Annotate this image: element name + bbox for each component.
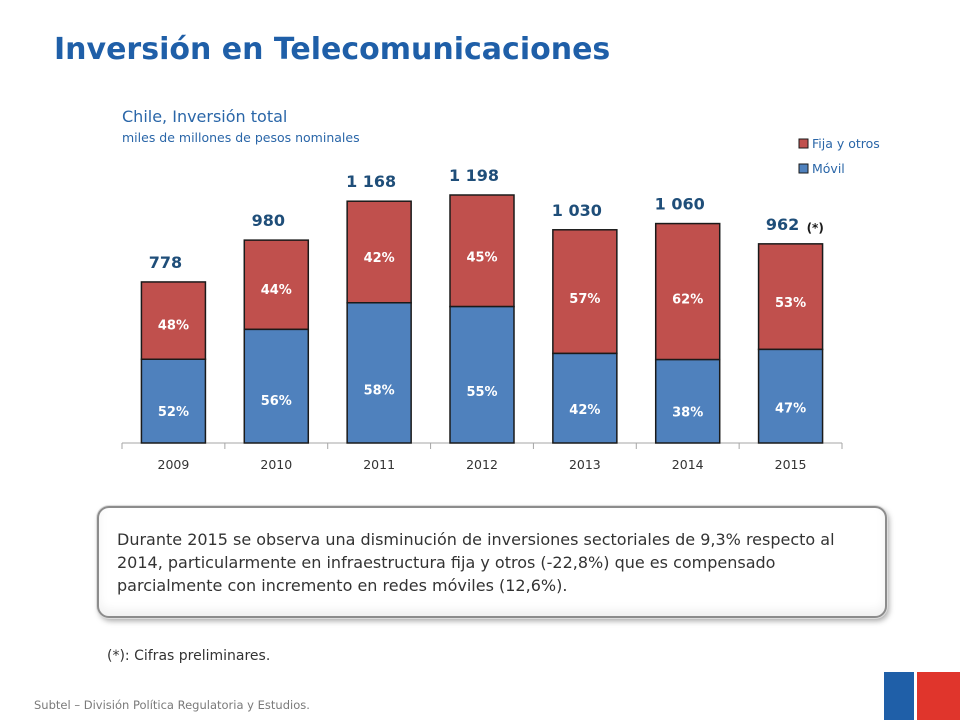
total-label-2012: 1 198 — [449, 166, 499, 185]
label-movil-2012: 55% — [466, 385, 497, 400]
total-label-2013: 1 030 — [552, 201, 602, 220]
label-fija-2009: 48% — [158, 318, 189, 333]
bar-fija-2009 — [140, 281, 207, 361]
flag-blue-stripe — [884, 672, 914, 720]
total-annotation: (*) — [807, 221, 824, 235]
bar-fija-2013 — [552, 229, 618, 355]
slide-title: Inversión en Telecomunicaciones — [54, 32, 611, 67]
x-tick-label-2015: 2015 — [775, 457, 807, 472]
bar-fija-2015 — [757, 243, 824, 351]
bar-movil-2014 — [654, 358, 721, 444]
x-tick-label-2009: 2009 — [158, 457, 190, 472]
label-movil-2015: 47% — [775, 401, 806, 416]
bar-movil-2012 — [449, 305, 515, 444]
label-movil-2009: 52% — [158, 405, 189, 420]
bar-movil-2009 — [140, 358, 207, 444]
chart-title: Chile, Inversión total — [122, 107, 288, 126]
bar-movil-2010 — [243, 328, 310, 444]
label-movil-2014: 38% — [672, 405, 703, 420]
total-label-2009: 778 — [149, 253, 182, 272]
bar-movil-2013 — [552, 352, 618, 444]
label-fija-2014: 62% — [672, 292, 703, 307]
x-tick-label-2011: 2011 — [363, 457, 395, 472]
label-movil-2010: 56% — [261, 394, 292, 409]
bar-movil-2015 — [757, 348, 824, 444]
label-fija-2010: 44% — [261, 283, 292, 298]
legend-label-fija: Fija y otros — [812, 136, 880, 151]
flag-red-stripe — [917, 672, 960, 720]
legend-swatch-movil — [798, 163, 809, 174]
investment-chart: 48% 52% 778 2009 44% 56% 980 2010 42% 58% 1 168 201… — [121, 136, 880, 472]
total-label-2011: 1 168 — [346, 172, 396, 191]
label-fija-2012: 45% — [466, 250, 497, 265]
total-label-2014: 1 060 — [655, 195, 705, 214]
label-movil-2011: 58% — [364, 384, 395, 399]
total-label-2010: 980 — [252, 211, 285, 230]
label-fija-2013: 57% — [569, 292, 600, 307]
summary-box: Durante 2015 se observa una disminución … — [97, 506, 887, 618]
source-text: Subtel – División Política Regulatoria y… — [34, 698, 310, 712]
x-tick-label-2014: 2014 — [672, 457, 704, 472]
x-tick-label-2012: 2012 — [466, 457, 498, 472]
chart-subtitle: miles de millones de pesos nominales — [122, 130, 360, 145]
legend-label-movil: Móvil — [812, 161, 845, 176]
bar-fija-2014 — [654, 222, 721, 361]
x-tick-label-2010: 2010 — [260, 457, 292, 472]
bar-movil-2011 — [346, 302, 412, 444]
label-movil-2013: 42% — [569, 403, 600, 418]
summary-text: Durante 2015 se observa una disminución … — [117, 530, 835, 595]
legend-swatch-fija — [798, 138, 809, 149]
footnote: (*): Cifras preliminares. — [107, 648, 271, 664]
bar-fija-2011 — [346, 200, 412, 304]
label-fija-2015: 53% — [775, 296, 806, 311]
label-fija-2011: 42% — [364, 251, 395, 266]
total-label-2015: 962 — [766, 215, 799, 234]
bar-fija-2012 — [449, 194, 515, 308]
bar-fija-2010 — [243, 239, 310, 331]
chile-flag-logo — [884, 672, 960, 720]
x-tick-label-2013: 2013 — [569, 457, 601, 472]
